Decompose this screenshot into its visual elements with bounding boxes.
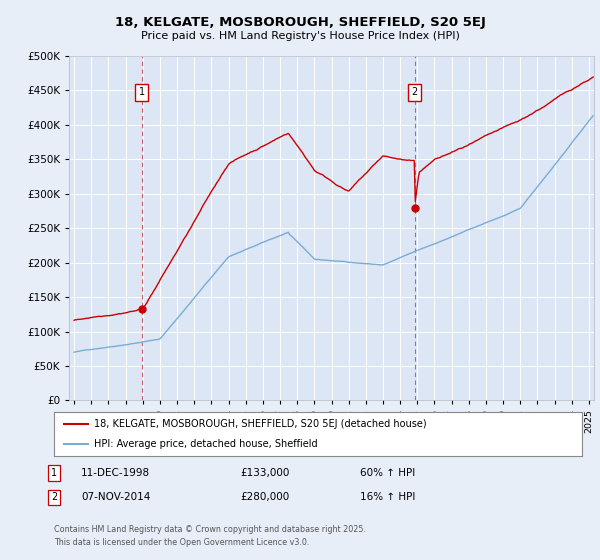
Text: Price paid vs. HM Land Registry's House Price Index (HPI): Price paid vs. HM Land Registry's House … — [140, 31, 460, 41]
Text: £280,000: £280,000 — [240, 492, 289, 502]
Text: 18, KELGATE, MOSBOROUGH, SHEFFIELD, S20 5EJ: 18, KELGATE, MOSBOROUGH, SHEFFIELD, S20 … — [115, 16, 485, 29]
Text: 60% ↑ HPI: 60% ↑ HPI — [360, 468, 415, 478]
Text: 1: 1 — [139, 87, 145, 97]
Text: 07-NOV-2014: 07-NOV-2014 — [81, 492, 151, 502]
Text: £133,000: £133,000 — [240, 468, 289, 478]
Text: 2: 2 — [412, 87, 418, 97]
Text: 2: 2 — [51, 492, 57, 502]
Text: HPI: Average price, detached house, Sheffield: HPI: Average price, detached house, Shef… — [94, 439, 317, 449]
Text: 18, KELGATE, MOSBOROUGH, SHEFFIELD, S20 5EJ (detached house): 18, KELGATE, MOSBOROUGH, SHEFFIELD, S20 … — [94, 419, 426, 429]
Text: 11-DEC-1998: 11-DEC-1998 — [81, 468, 150, 478]
Text: 1: 1 — [51, 468, 57, 478]
Text: 16% ↑ HPI: 16% ↑ HPI — [360, 492, 415, 502]
Text: Contains HM Land Registry data © Crown copyright and database right 2025.
This d: Contains HM Land Registry data © Crown c… — [54, 525, 366, 548]
